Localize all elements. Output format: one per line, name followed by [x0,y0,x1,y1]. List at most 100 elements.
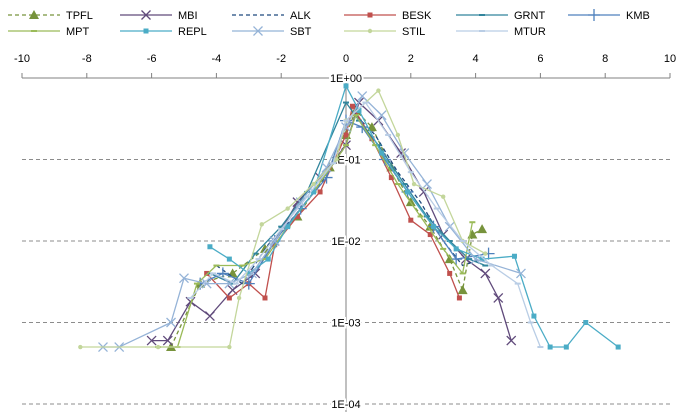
point-sbt-6 [247,268,257,279]
legend: TPFL MBI ALK BESK GRNT KMB MPT REPL SBT STIL MTUR [8,9,650,38]
x-tick-label-6: 2 [408,53,414,65]
point-besk-5 [294,213,300,219]
legend-item-repl: REPL [120,26,207,38]
legend-item-tpfl: TPFL [8,10,93,22]
legend-marker-sbt [253,26,263,36]
series-mpt [155,114,476,349]
point-besk-10 [388,175,394,181]
point-besk-1 [226,295,232,301]
point-stil-9 [376,88,381,93]
point-repl-0 [207,244,213,250]
point-stil-14 [483,251,488,256]
point-tpfl-13 [457,285,468,295]
point-mtur-13 [488,264,495,267]
point-kmb-2 [242,277,255,290]
point-mtur-12 [459,240,466,242]
legend-label-mbi: MBI [178,10,198,22]
legend-item-mpt: MPT [8,26,90,38]
point-besk-7 [343,132,349,138]
y-tick-label-2: 1E-02 [331,236,360,248]
point-mtur-1 [210,272,217,275]
point-grnt-3 [278,225,285,228]
point-stil-12 [441,194,446,199]
y-tick-label-0: 1E+00 [330,73,362,85]
legend-label-mpt: MPT [66,26,90,38]
x-tick-label-9: 8 [602,53,608,65]
point-mtur-2 [232,282,239,285]
point-stil-4 [259,222,264,227]
legend-marker-mtur [479,30,485,32]
series-stil [78,88,488,350]
point-mtur-3 [255,258,262,261]
point-mpt-2 [193,282,200,285]
point-mtur-6 [330,162,337,165]
legend-item-mbi: MBI [120,10,198,22]
point-repl-3 [265,256,271,262]
point-repl-11 [453,246,459,252]
point-mpt-5 [262,258,268,261]
point-mtur-10 [407,171,414,174]
point-repl-1 [226,256,232,262]
legend-label-stil: STIL [402,26,425,38]
point-stil-5 [285,206,290,211]
point-mpt-9 [343,144,349,147]
point-stil-7 [334,157,339,162]
point-sbt-16 [470,254,481,265]
point-besk-8 [349,103,355,109]
x-tick-label-5: 0 [343,53,349,65]
legend-marker-grnt [479,14,485,16]
point-mtur-11 [433,207,440,210]
legend-label-alk: ALK [290,10,311,22]
point-mpt-15 [459,272,466,275]
legend-label-grnt: GRNT [514,10,545,22]
point-repl-7 [356,107,362,113]
point-stil-3 [236,295,242,301]
point-mpt-11 [372,144,379,147]
point-stil-6 [311,181,316,187]
point-mpt-3 [213,264,220,267]
series-line-repl [209,85,619,348]
point-besk-13 [447,270,453,276]
point-mtur-16 [537,346,544,349]
point-mtur-4 [278,228,285,231]
legend-item-besk: BESK [344,10,432,22]
point-stil-10 [395,132,401,138]
point-mtur-0 [187,296,194,299]
point-grnt-9 [424,215,430,218]
point-sbt-11 [357,91,368,102]
legend-label-mtur: MTUR [514,26,546,38]
point-grnt-5 [343,101,349,104]
point-mpt-14 [440,247,447,250]
point-repl-17 [583,320,589,325]
series-kmb [194,114,495,290]
point-mpt-16 [469,221,476,224]
legend-label-tpfl: TPFL [66,10,93,22]
point-tpfl-15 [477,224,488,234]
point-repl-10 [430,224,436,230]
point-mbi-0 [146,335,157,346]
point-tpfl-14 [467,229,478,239]
legend-item-alk: ALK [232,10,311,22]
point-repl-15 [547,344,553,350]
point-mtur-7 [343,119,349,122]
y-tick-label-4: 1E-04 [331,399,360,411]
legend-label-sbt: SBT [290,26,312,38]
point-repl-18 [615,344,621,350]
y-tick-label-3: 1E-03 [331,318,360,330]
point-stil-1 [155,344,161,350]
point-grnt-12 [482,264,489,267]
point-grnt-10 [446,240,453,242]
point-mpt-10 [352,114,359,117]
point-besk-6 [317,189,323,195]
point-grnt-2 [252,252,259,255]
point-besk-9 [369,136,375,142]
point-repl-14 [531,313,537,319]
point-sbt-15 [444,221,455,232]
point-grnt-7 [375,144,382,147]
series-tpfl [166,105,488,352]
legend-label-kmb: KMB [626,10,650,22]
point-mtur-5 [304,195,311,198]
point-besk-12 [427,232,433,238]
legend-marker-tpfl [29,10,39,19]
